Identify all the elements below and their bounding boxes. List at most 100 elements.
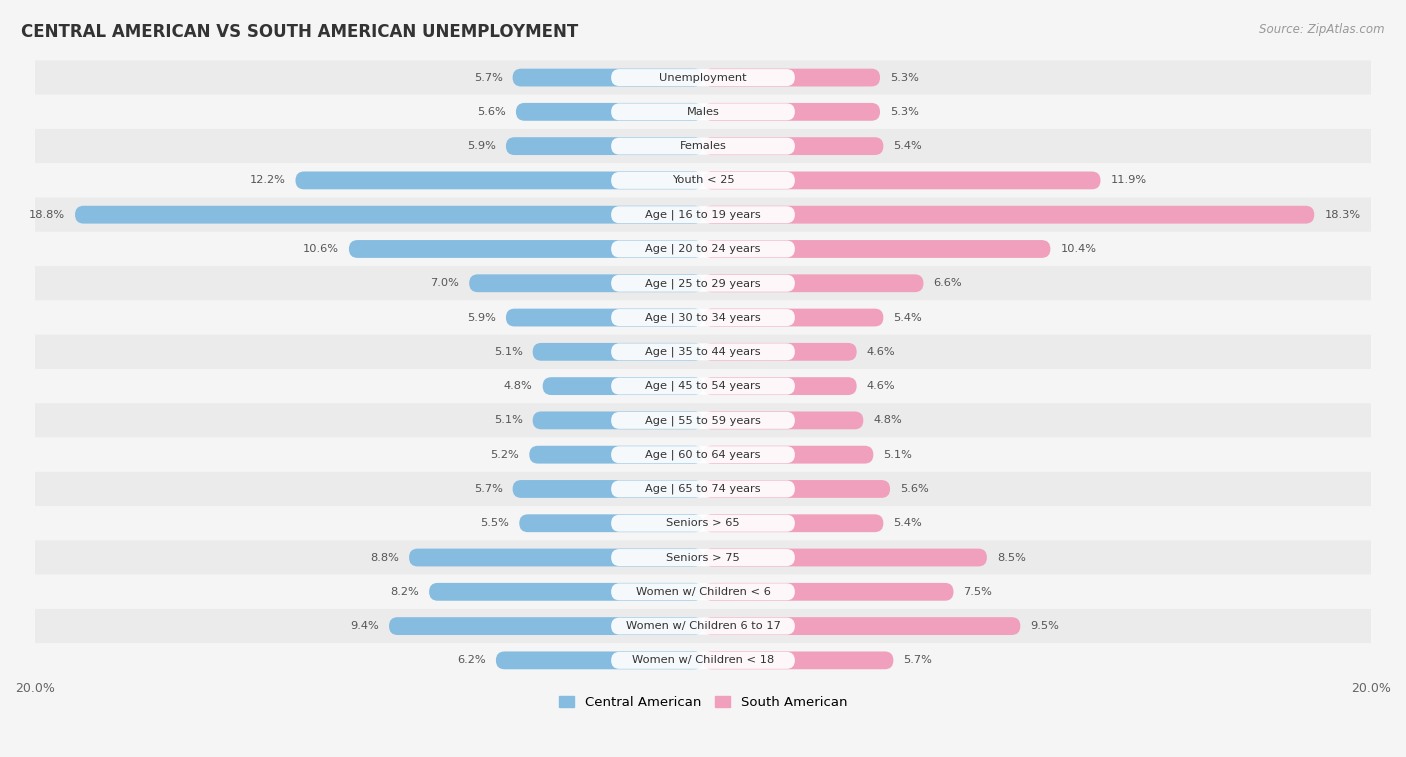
FancyBboxPatch shape — [35, 266, 1371, 301]
Text: Age | 65 to 74 years: Age | 65 to 74 years — [645, 484, 761, 494]
FancyBboxPatch shape — [295, 172, 703, 189]
FancyBboxPatch shape — [35, 506, 1371, 540]
FancyBboxPatch shape — [703, 583, 953, 601]
FancyBboxPatch shape — [612, 481, 794, 497]
Text: 8.8%: 8.8% — [370, 553, 399, 562]
FancyBboxPatch shape — [703, 240, 1050, 258]
FancyBboxPatch shape — [703, 137, 883, 155]
Text: Females: Females — [679, 141, 727, 151]
Text: 5.1%: 5.1% — [494, 416, 523, 425]
FancyBboxPatch shape — [612, 652, 794, 669]
FancyBboxPatch shape — [612, 549, 794, 566]
FancyBboxPatch shape — [506, 137, 703, 155]
Text: 18.8%: 18.8% — [30, 210, 65, 220]
FancyBboxPatch shape — [612, 412, 794, 429]
Text: 6.6%: 6.6% — [934, 279, 962, 288]
Text: Women w/ Children < 6: Women w/ Children < 6 — [636, 587, 770, 597]
Text: 5.3%: 5.3% — [890, 107, 920, 117]
FancyBboxPatch shape — [516, 103, 703, 121]
FancyBboxPatch shape — [703, 412, 863, 429]
Text: 8.5%: 8.5% — [997, 553, 1026, 562]
Text: Males: Males — [686, 107, 720, 117]
Text: Source: ZipAtlas.com: Source: ZipAtlas.com — [1260, 23, 1385, 36]
Text: 9.4%: 9.4% — [350, 621, 380, 631]
FancyBboxPatch shape — [612, 241, 794, 257]
Text: 10.4%: 10.4% — [1060, 244, 1097, 254]
Text: 5.7%: 5.7% — [474, 73, 502, 83]
Text: 4.8%: 4.8% — [503, 381, 533, 391]
Text: Age | 20 to 24 years: Age | 20 to 24 years — [645, 244, 761, 254]
Text: 4.8%: 4.8% — [873, 416, 903, 425]
FancyBboxPatch shape — [35, 61, 1371, 95]
Text: 5.9%: 5.9% — [467, 313, 496, 322]
FancyBboxPatch shape — [533, 343, 703, 361]
Text: Women w/ Children < 18: Women w/ Children < 18 — [631, 656, 775, 665]
FancyBboxPatch shape — [35, 232, 1371, 266]
FancyBboxPatch shape — [612, 446, 794, 463]
FancyBboxPatch shape — [703, 549, 987, 566]
FancyBboxPatch shape — [35, 198, 1371, 232]
FancyBboxPatch shape — [389, 617, 703, 635]
FancyBboxPatch shape — [703, 172, 1101, 189]
FancyBboxPatch shape — [703, 652, 893, 669]
Text: 5.2%: 5.2% — [491, 450, 519, 459]
Text: Seniors > 65: Seniors > 65 — [666, 519, 740, 528]
FancyBboxPatch shape — [612, 172, 794, 189]
Text: 5.3%: 5.3% — [890, 73, 920, 83]
FancyBboxPatch shape — [703, 446, 873, 463]
FancyBboxPatch shape — [35, 129, 1371, 164]
Legend: Central American, South American: Central American, South American — [554, 690, 852, 714]
Text: 5.9%: 5.9% — [467, 141, 496, 151]
FancyBboxPatch shape — [612, 618, 794, 634]
Text: Women w/ Children 6 to 17: Women w/ Children 6 to 17 — [626, 621, 780, 631]
FancyBboxPatch shape — [35, 643, 1371, 678]
Text: 7.0%: 7.0% — [430, 279, 460, 288]
Text: 5.1%: 5.1% — [883, 450, 912, 459]
FancyBboxPatch shape — [612, 309, 794, 326]
Text: 5.7%: 5.7% — [904, 656, 932, 665]
FancyBboxPatch shape — [35, 403, 1371, 438]
FancyBboxPatch shape — [703, 274, 924, 292]
FancyBboxPatch shape — [533, 412, 703, 429]
Text: 18.3%: 18.3% — [1324, 210, 1361, 220]
Text: 6.2%: 6.2% — [457, 656, 486, 665]
Text: Age | 60 to 64 years: Age | 60 to 64 years — [645, 450, 761, 460]
FancyBboxPatch shape — [703, 69, 880, 86]
FancyBboxPatch shape — [543, 377, 703, 395]
FancyBboxPatch shape — [703, 480, 890, 498]
Text: 5.6%: 5.6% — [477, 107, 506, 117]
Text: 12.2%: 12.2% — [250, 176, 285, 185]
FancyBboxPatch shape — [470, 274, 703, 292]
FancyBboxPatch shape — [703, 343, 856, 361]
Text: 5.7%: 5.7% — [474, 484, 502, 494]
FancyBboxPatch shape — [612, 344, 794, 360]
FancyBboxPatch shape — [612, 69, 794, 86]
Text: 11.9%: 11.9% — [1111, 176, 1147, 185]
FancyBboxPatch shape — [506, 309, 703, 326]
Text: Age | 35 to 44 years: Age | 35 to 44 years — [645, 347, 761, 357]
FancyBboxPatch shape — [409, 549, 703, 566]
FancyBboxPatch shape — [496, 652, 703, 669]
FancyBboxPatch shape — [35, 369, 1371, 403]
FancyBboxPatch shape — [612, 584, 794, 600]
Text: 4.6%: 4.6% — [866, 347, 896, 357]
FancyBboxPatch shape — [612, 104, 794, 120]
FancyBboxPatch shape — [612, 515, 794, 531]
FancyBboxPatch shape — [35, 575, 1371, 609]
FancyBboxPatch shape — [612, 378, 794, 394]
Text: Age | 45 to 54 years: Age | 45 to 54 years — [645, 381, 761, 391]
FancyBboxPatch shape — [429, 583, 703, 601]
Text: Youth < 25: Youth < 25 — [672, 176, 734, 185]
FancyBboxPatch shape — [35, 540, 1371, 575]
FancyBboxPatch shape — [513, 69, 703, 86]
FancyBboxPatch shape — [349, 240, 703, 258]
Text: 8.2%: 8.2% — [391, 587, 419, 597]
Text: Unemployment: Unemployment — [659, 73, 747, 83]
Text: Seniors > 75: Seniors > 75 — [666, 553, 740, 562]
Text: CENTRAL AMERICAN VS SOUTH AMERICAN UNEMPLOYMENT: CENTRAL AMERICAN VS SOUTH AMERICAN UNEMP… — [21, 23, 578, 41]
FancyBboxPatch shape — [35, 95, 1371, 129]
FancyBboxPatch shape — [35, 609, 1371, 643]
FancyBboxPatch shape — [35, 335, 1371, 369]
Text: 9.5%: 9.5% — [1031, 621, 1059, 631]
Text: Age | 25 to 29 years: Age | 25 to 29 years — [645, 278, 761, 288]
